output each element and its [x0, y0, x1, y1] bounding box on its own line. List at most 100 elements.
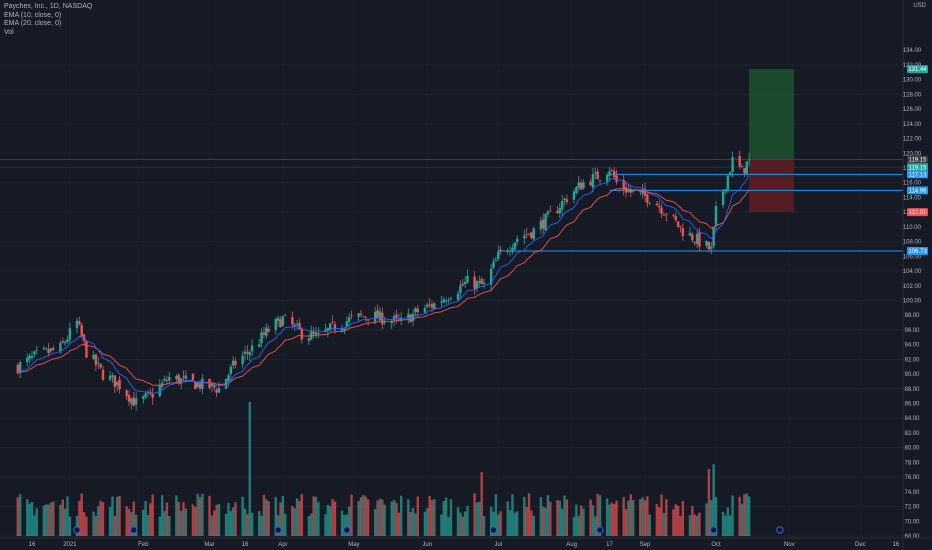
candle-body [26, 357, 29, 363]
volume-bar [373, 508, 377, 536]
volume-bar [407, 499, 410, 536]
candle-body [407, 313, 410, 318]
currency-label[interactable]: USD [913, 3, 926, 9]
symbol-title[interactable]: Paychex, Inc., 1D, NASDAQ [4, 3, 93, 10]
volume-bar [423, 511, 427, 536]
volume-bar [274, 496, 277, 536]
volume-bar [317, 502, 320, 536]
candle-body [307, 338, 311, 341]
candle-body [579, 182, 583, 190]
price-tick-label: 128.00 [903, 92, 922, 98]
volume-bar [97, 506, 100, 536]
volume-bar [707, 469, 711, 536]
candle-body [726, 175, 730, 190]
volume-bar [456, 507, 460, 536]
event-marker [709, 526, 718, 534]
candle-body [92, 354, 95, 359]
candle-body [499, 249, 502, 251]
volume-bar [539, 497, 543, 536]
candle-body [695, 233, 699, 244]
volume-bar [530, 510, 533, 536]
volume-bar [298, 501, 301, 536]
candle-body [738, 155, 741, 167]
volume-bar [196, 493, 199, 536]
volume-bar [475, 502, 479, 536]
candle-body [572, 191, 576, 200]
candle-body [33, 351, 36, 355]
target-zone [749, 69, 795, 160]
candle-body [177, 375, 180, 384]
candle-body [267, 328, 270, 332]
candle-body [655, 203, 659, 206]
volume-bar [646, 496, 649, 536]
volume-bar [201, 493, 204, 536]
candle-body [589, 181, 592, 186]
time-axis[interactable]: 16 2021 Feb Mar 16 Apr May Jun Jul Aug 17 Sep Oct Nov… [0, 537, 932, 548]
candle-body [447, 300, 450, 301]
candle-body [146, 392, 150, 394]
volume-bar [291, 506, 294, 536]
volume-bar [179, 510, 183, 536]
candle-body [731, 157, 734, 172]
candle-body [248, 352, 251, 356]
candle-body [362, 316, 365, 318]
candle-body [276, 317, 280, 321]
volume-bar [329, 506, 332, 536]
volume-bar [513, 513, 517, 536]
ema20-legend[interactable]: EMA (20, close, 0) [4, 20, 62, 27]
candle-body [444, 300, 448, 302]
candle-body [428, 304, 431, 306]
volume-bar [631, 499, 635, 536]
candle-body [376, 310, 379, 319]
candle-body [544, 214, 547, 231]
volume-bar [383, 504, 386, 536]
volume-bar [276, 515, 280, 536]
volume-bar [544, 507, 547, 536]
candle-body [149, 392, 152, 394]
candle-body [127, 394, 131, 402]
candle-body [291, 316, 294, 325]
price-tick-label: 94.00 [904, 343, 920, 349]
volume-bar [295, 498, 299, 536]
volume-bar [94, 515, 98, 536]
volume-bar [643, 500, 647, 536]
volume-bar [243, 508, 247, 536]
candle-body [279, 319, 282, 328]
candle-body [508, 250, 512, 252]
ema10-legend[interactable]: EMA (10, close, 0) [4, 11, 62, 19]
time-tick-label: 17 [606, 542, 613, 548]
volume-bar [45, 504, 48, 536]
volume-bar [215, 504, 218, 536]
candle-body [622, 179, 625, 190]
price-tick-label: 84.00 [904, 416, 920, 422]
volume-bar [430, 500, 434, 536]
volume-bar [347, 506, 351, 536]
price-tick-label: 92.00 [904, 357, 920, 363]
price-tick-label: 114.00 [903, 195, 922, 201]
candle-body [78, 321, 81, 325]
volume-bar [641, 497, 644, 536]
volume-bar [395, 502, 398, 536]
price-tick-label: 82.00 [904, 431, 920, 437]
volume-bar [177, 501, 180, 536]
candle-body [478, 281, 481, 283]
volume-bar [165, 502, 169, 536]
volume-bar [175, 495, 178, 536]
time-tick-label: Nov [784, 542, 795, 548]
candle-body [456, 293, 460, 300]
volume-bar [695, 515, 699, 536]
event-marker [130, 526, 138, 534]
volume-bar [558, 500, 561, 536]
volume-bar [357, 501, 360, 536]
candle-body [196, 382, 199, 388]
candle-body [714, 206, 718, 226]
volume-bar [459, 512, 462, 536]
stop-zone [749, 159, 795, 213]
price-tag-label: 112.01 [909, 210, 928, 216]
candle-body [142, 396, 145, 399]
candle-body [16, 364, 19, 374]
volume-legend[interactable]: Vol [4, 28, 14, 36]
candle-body [530, 232, 533, 238]
price-tick-label: 88.00 [904, 387, 920, 393]
